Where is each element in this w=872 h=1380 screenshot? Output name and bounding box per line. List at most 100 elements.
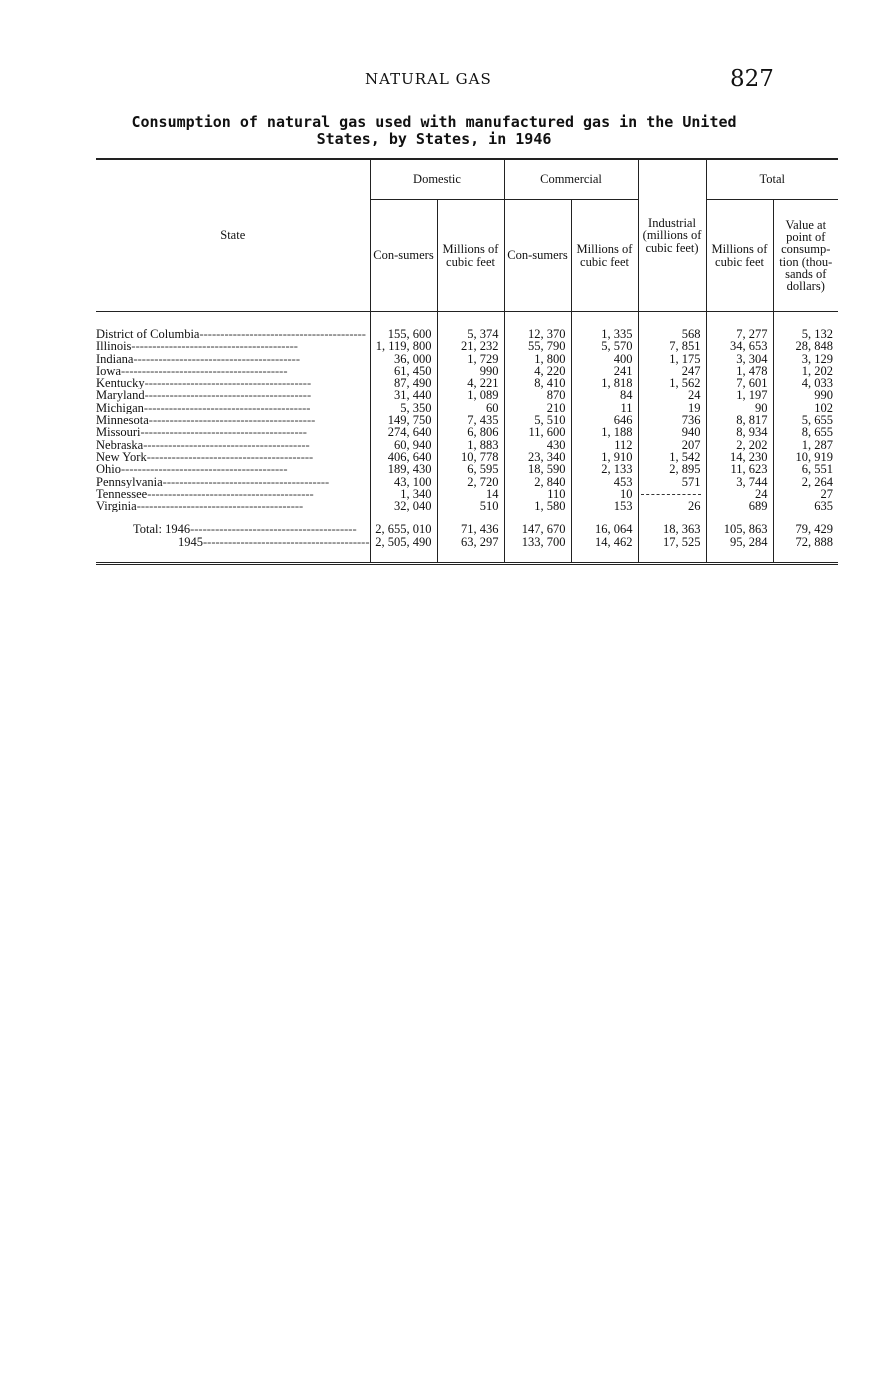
tot-mcf-cell: 2, 202 [705,438,774,451]
value-cell: 79, 429 [772,512,839,536]
com-cons-cell: 430 [503,438,572,451]
value-cell: 28, 848 [772,340,839,353]
tot-mcf-cell: 11, 623 [705,463,774,476]
leader-dots: ---------------------------------------- [146,450,314,464]
state-name: Virginia [96,500,137,513]
dom-cons-cell: 1, 119, 800 [369,340,438,353]
header-commercial: Commercial [503,159,639,200]
table-title: Consumption of natural gas used with man… [131,113,737,148]
state-name: Indiana [96,352,134,365]
com-cons-cell: 210 [503,401,572,414]
header-dom-mcf: Millions of cubic feet [436,199,505,312]
dom-mcf-cell: 510 [436,500,505,513]
header-total: Total [705,159,839,200]
header-domestic: Domestic [369,159,505,200]
value-cell: 1, 287 [772,438,839,451]
com-mcf-cell: 84 [570,389,639,402]
tot-mcf-cell: 105, 863 [705,512,774,536]
table-row: New York--------------------------------… [96,451,839,463]
ind-cell: 736 [637,414,707,426]
com-cons-cell: 12, 370 [503,311,572,341]
ind-cell: 1, 542 [637,451,707,463]
state-cell: Nebraska--------------------------------… [96,439,370,451]
com-mcf-cell: 2, 133 [570,463,639,476]
dom-mcf-cell: 6, 806 [436,426,505,439]
consumption-table: State Domestic Commercial Industrial (mi… [96,158,839,566]
table-row: Maryland--------------------------------… [96,389,839,402]
state-cell: Michigan--------------------------------… [96,402,370,414]
com-mcf-cell: 11 [570,401,639,414]
ind-cell: 17, 525 [637,536,707,566]
com-mcf-cell: 400 [570,352,639,365]
state-name: Iowa [96,364,121,378]
ind-cell: 1, 562 [637,377,707,390]
value-cell: 6, 551 [772,463,839,476]
com-cons-cell: 1, 580 [503,500,572,513]
value-cell: 990 [772,389,839,402]
value-cell: 27 [772,487,839,500]
state-name: Nebraska [96,438,144,451]
ind-cell [637,487,707,501]
state-cell: New York--------------------------------… [96,451,370,463]
state-cell: 1945------------------------------------… [96,535,371,566]
com-mcf-cell: 5, 570 [570,340,639,353]
dom-cons-cell: 274, 640 [369,426,438,439]
value-cell: 635 [772,500,839,513]
dom-mcf-cell: 63, 297 [436,536,505,566]
state-cell: Illinois--------------------------------… [96,340,370,352]
header-com-mcf: Millions of cubic feet [570,199,639,312]
dom-mcf-cell: 10, 778 [436,451,505,463]
dom-mcf-cell: 60 [436,401,505,414]
state-cell: Missouri--------------------------------… [96,426,370,438]
value-cell: 1, 202 [772,364,839,377]
com-cons-cell: 5, 510 [503,414,572,426]
dom-mcf-cell: 1, 883 [436,438,505,451]
state-cell: Pennsylvania----------------------------… [96,476,370,488]
com-mcf-cell: 241 [570,364,639,377]
dom-cons-cell: 1, 340 [369,487,438,500]
value-cell: 102 [772,401,839,414]
header-total-mcf: Millions of cubic feet [705,199,774,312]
table-row: Kentucky--------------------------------… [96,377,839,390]
dom-cons-cell: 31, 440 [369,389,438,402]
table-row: Virginia--------------------------------… [96,500,839,513]
table-row: Missouri--------------------------------… [96,426,839,439]
com-mcf-cell: 112 [570,438,639,451]
page-number: 827 [730,66,774,92]
com-mcf-cell: 646 [570,414,639,426]
ind-cell: 19 [637,401,707,414]
com-mcf-cell: 153 [570,500,639,513]
leader-dots: ---------------------------------------- [148,414,316,427]
leader-dots: ---------------------------------------- [190,522,357,536]
total-row: 1945------------------------------------… [96,535,839,566]
state-cell: Total: 1946-----------------------------… [96,512,370,536]
ind-cell: 940 [637,426,707,439]
table-row: Ohio------------------------------------… [96,463,839,476]
tot-mcf-cell: 3, 304 [705,352,774,365]
tot-mcf-cell: 8, 817 [705,414,774,426]
leader-dots: ---------------------------------------- [203,535,370,549]
tot-mcf-cell: 8, 934 [705,426,774,439]
table-row: District of Columbia--------------------… [96,311,839,341]
header-state: State [96,159,371,312]
dom-cons-cell: 155, 600 [369,311,438,341]
tot-mcf-cell: 24 [705,487,774,500]
com-cons-cell: 870 [503,389,572,402]
dom-cons-cell: 5, 350 [369,401,438,414]
dash-placeholder [640,494,701,496]
state-name: New York [96,450,147,464]
dom-cons-cell: 406, 640 [369,451,438,463]
state-name: Michigan [96,401,144,415]
leader-dots: ---------------------------------------- [143,401,311,415]
state-name: 1945 [178,535,203,549]
value-cell: 8, 655 [772,426,839,439]
com-mcf-cell: 1, 818 [570,377,639,390]
com-cons-cell: 133, 700 [503,536,572,566]
table-row: Michigan--------------------------------… [96,401,839,414]
tot-mcf-cell: 1, 478 [705,364,774,377]
dom-cons-cell: 36, 000 [369,352,438,365]
state-name: Ohio [96,463,121,476]
com-cons-cell: 55, 790 [503,340,572,353]
value-cell: 5, 132 [772,311,839,341]
dom-cons-cell: 60, 940 [369,438,438,451]
